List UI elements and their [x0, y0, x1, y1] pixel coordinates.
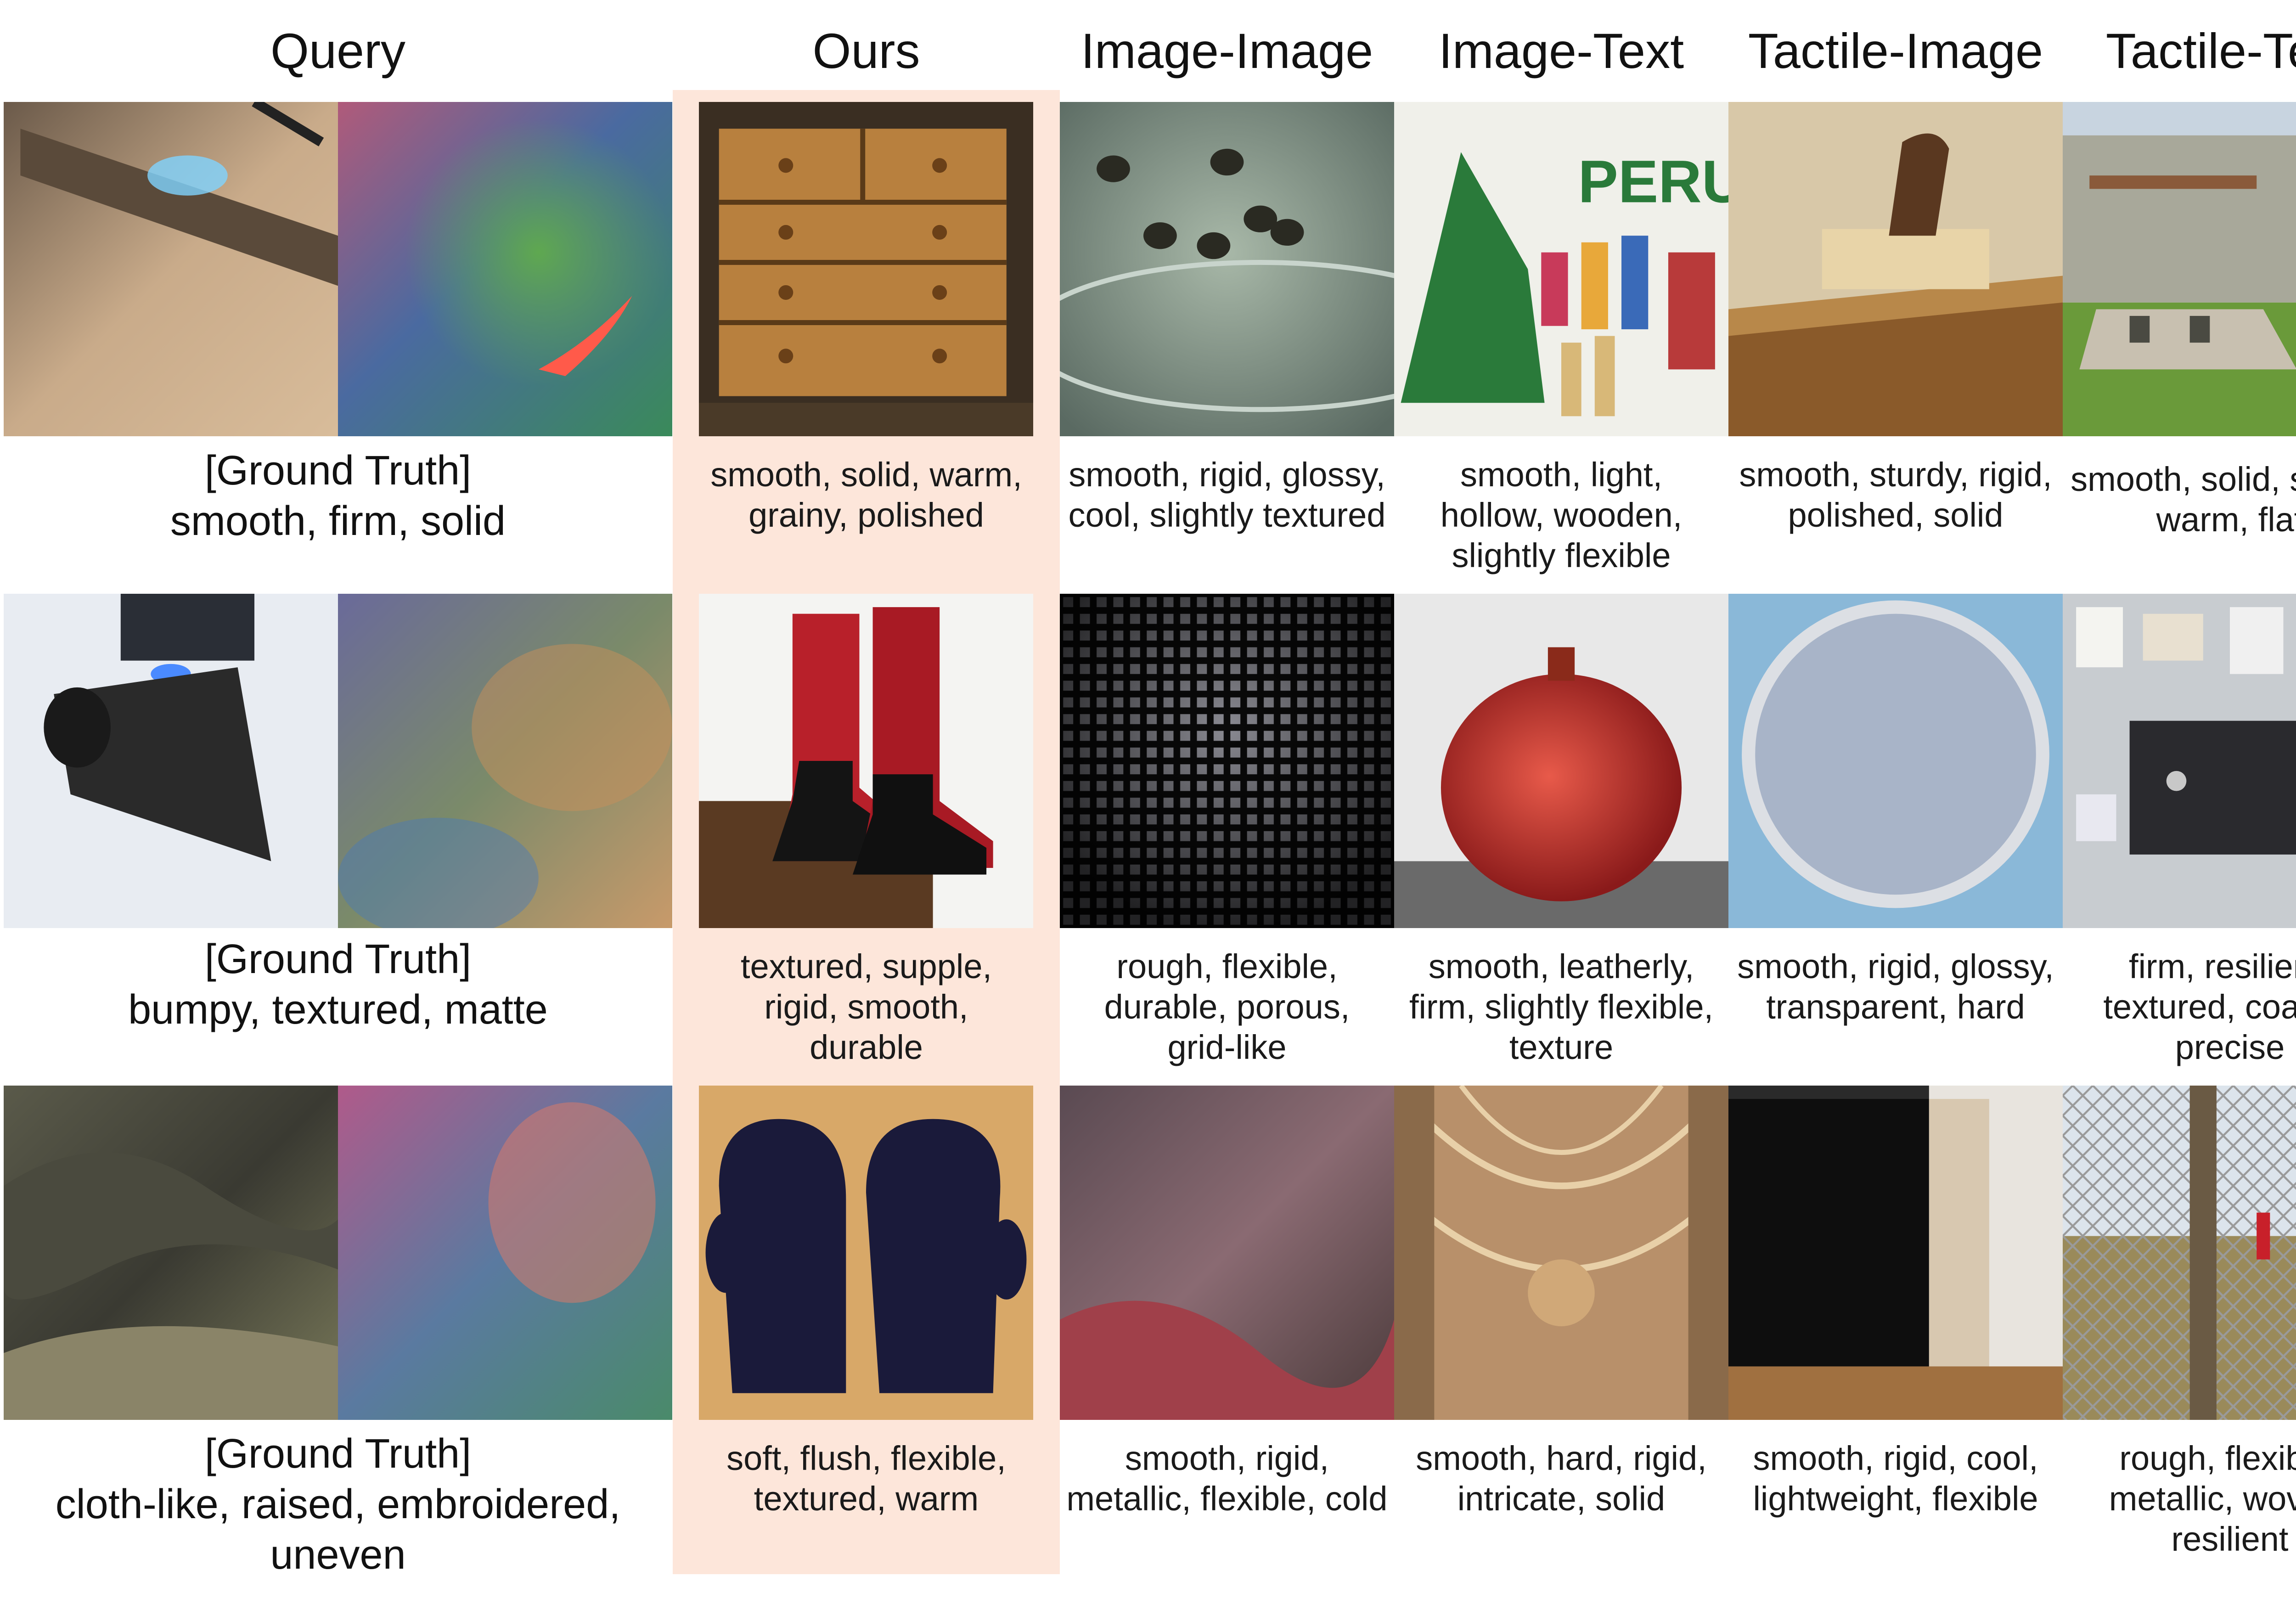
- column-header-ours: Ours: [812, 23, 920, 79]
- query-photo-wooden-desk: [4, 102, 338, 436]
- result-photo-black-curtain: [1728, 1086, 2063, 1420]
- query-photo-sensor-pressing-object: [4, 594, 338, 928]
- result-caption-image-image: smooth, rigid, metallic, flexible, cold: [1066, 1439, 1388, 1518]
- column-header-tactile-text: Tactile-Text: [2105, 23, 2296, 79]
- result-photo-chest-of-drawers: [699, 102, 1033, 436]
- result-caption-image-text: smooth, light, hollow, wooden, slightly …: [1440, 456, 1683, 574]
- query-tactile-reading-green-red: [338, 102, 672, 436]
- result-photo-wooden-plane: [1728, 102, 2063, 436]
- result-caption-ours: smooth, solid, warm, grainy, polished: [710, 456, 1022, 534]
- result-photo-reddish-closeup: [1060, 1086, 1394, 1420]
- ground-truth-label: [Ground Truth] cloth-like, raised, embro…: [55, 1431, 621, 1578]
- result-caption-ours: textured, supple, rigid, smooth, durable: [740, 947, 992, 1066]
- result-photo-knit-mittens: [699, 1086, 1033, 1420]
- result-caption-tactile-text: rough, flexible, metallic, woven, resili…: [2109, 1439, 2296, 1558]
- result-photo-peru-poster: PERU: [1394, 102, 1728, 436]
- result-caption-image-text: smooth, hard, rigid, intricate, solid: [1416, 1439, 1707, 1518]
- ground-truth-label: [Ground Truth] smooth, firm, solid: [170, 448, 506, 544]
- svg-text:PERU: PERU: [1578, 147, 1728, 215]
- result-photo-house-patio: [2063, 102, 2296, 436]
- result-caption-ours: soft, flush, flexible, textured, warm: [726, 1439, 1006, 1518]
- result-photo-pomegranate: [1394, 594, 1728, 928]
- result-caption-tactile-text: firm, resilient, textured, coated, preci…: [2103, 947, 2296, 1066]
- result-caption-tactile-image: smooth, rigid, cool, lightweight, flexib…: [1753, 1439, 2038, 1518]
- result-photo-mesh-grid: [1060, 594, 1394, 928]
- query-tactile-reading-pink-green: [338, 1086, 672, 1420]
- result-caption-tactile-text: smooth, solid, sturdy, warm, flat: [2071, 460, 2296, 539]
- column-header-query: Query: [270, 23, 406, 79]
- column-header-image-image: Image-Image: [1080, 23, 1373, 79]
- result-photo-sand-dish: [1728, 594, 2063, 928]
- result-photo-cathedral-ceiling: [1394, 1086, 1728, 1420]
- result-caption-image-image: smooth, rigid, glossy, cool, slightly te…: [1068, 456, 1386, 534]
- column-header-tactile-image: Tactile-Image: [1748, 23, 2043, 79]
- result-photo-chain-link-fence: [2063, 1086, 2296, 1420]
- result-caption-image-text: smooth, leatherly, firm, slightly flexib…: [1409, 947, 1714, 1066]
- query-photo-gray-fabric: [4, 1086, 338, 1420]
- column-header-image-text: Image-Text: [1438, 23, 1684, 79]
- result-caption-image-image: rough, flexible, durable, porous, grid-l…: [1104, 947, 1350, 1066]
- result-photo-perforated-lid: [1060, 102, 1394, 436]
- result-caption-tactile-image: smooth, sturdy, rigid, polished, solid: [1739, 456, 2052, 534]
- ground-truth-label: [Ground Truth] bumpy, textured, matte: [128, 936, 548, 1033]
- result-photo-cowboy-boots: [699, 594, 1033, 928]
- result-photo-office-safe: [2063, 594, 2296, 928]
- result-caption-tactile-image: smooth, rigid, glossy, transparent, hard: [1737, 947, 2054, 1026]
- query-tactile-reading-blue-orange: [338, 594, 672, 928]
